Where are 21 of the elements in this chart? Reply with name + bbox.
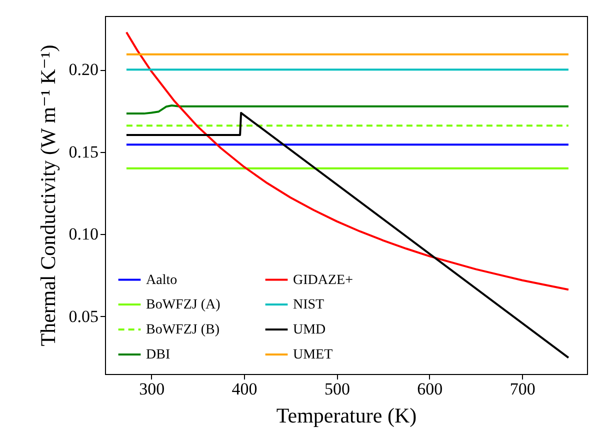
y-tick-label: 0.05 — [68, 306, 98, 326]
y-tick-label: 0.20 — [68, 60, 98, 80]
x-tick-label: 300 — [139, 380, 165, 398]
legend-label: UMD — [293, 322, 326, 338]
y-tick-label: 0.15 — [68, 142, 98, 162]
legend-label: UMET — [293, 348, 334, 362]
legend-label: Aalto — [146, 272, 178, 288]
x-tick-label: 400 — [232, 380, 258, 398]
y-axis-title: Thermal Conductivity (W m⁻¹ K⁻¹) — [36, 44, 60, 346]
legend-label: DBI — [146, 348, 170, 362]
x-tick-label: 500 — [324, 380, 350, 398]
x-axis-title: Temperature (K) — [276, 404, 417, 428]
line-series — [125, 31, 570, 291]
y-tick-label: 0.10 — [68, 224, 98, 244]
x-tick-label: 600 — [417, 380, 443, 398]
line-series — [125, 104, 570, 115]
legend-label: GIDAZE+ — [293, 272, 354, 288]
legend-label: BoWFZJ (A) — [146, 298, 221, 312]
legend-label: NIST — [293, 298, 325, 312]
x-tick-label: 700 — [510, 380, 536, 398]
legend-label: BoWFZJ (B) — [146, 322, 220, 338]
